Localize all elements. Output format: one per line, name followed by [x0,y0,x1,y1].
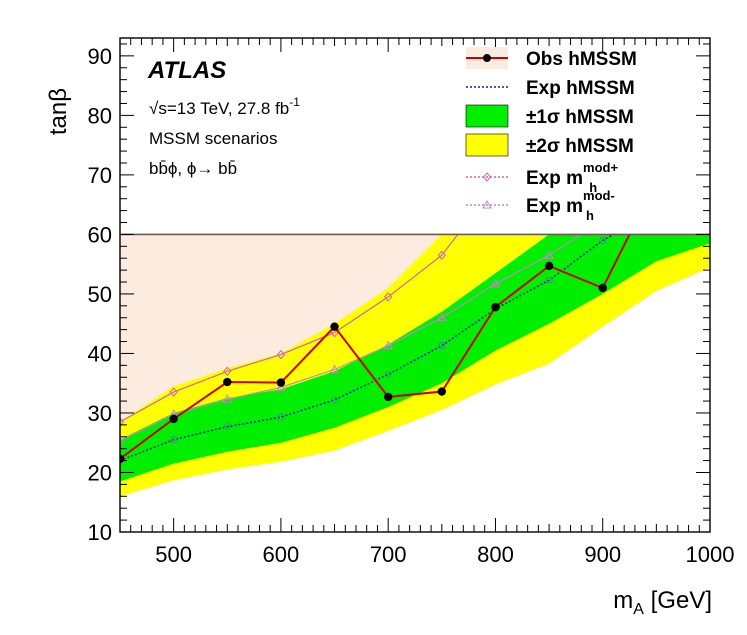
exp-mhmod-minus-line-marker [383,340,394,350]
exp-mhmod-minus-line-marker [544,250,554,259]
legend: Obs hMSSM Exp hMSSM ±1σ hMSSM ±2σ hMSSM Exp … [465,47,637,223]
legend-band-swatch [465,133,509,157]
x-tick-label: 700 [370,542,407,567]
exp-mhmod-minus-line-marker [276,382,286,391]
y-tick-label: 20 [88,460,112,485]
x-tick-label: 800 [477,542,514,567]
exp-mhmod-minus-line-marker [329,364,340,374]
obs-hmssm-point [437,387,447,396]
exp-mhmod-plus-line-marker [276,349,286,360]
legend-entry: Exp mmod+ h [466,160,618,195]
energy-text: √s=13 TeV, 27.8 fb [149,99,289,118]
legend-label: ±1σ hMSSM [526,107,634,128]
obs-hmssm-point [383,392,393,402]
exp-mhmod-minus-line-marker [120,435,125,445]
exp-mhmod-plus-line-marker [169,387,178,397]
scenario-label: MSSM scenarios [149,129,277,148]
legend-entry: Obs hMSSM [466,47,637,70]
exp-hmssm-marker [277,413,285,421]
exp-hmssm-marker [545,276,553,284]
obs-hmssm-point [223,377,232,387]
legend-label: ±2σ hMSSM [526,136,634,157]
process-label: bb̄ϕ, ϕ→ bb̄ [149,159,237,178]
x-axis-title: mA [GeV] [613,587,712,618]
legend-label: Exp mmod-h [526,188,615,223]
x-tick-label: 900 [584,542,621,567]
exp-mhmod-minus-line-marker [222,394,233,403]
legend-label: Exp hMSSM [526,78,635,99]
obs-hmssm-point [169,414,178,424]
y-tick-label: 40 [88,341,112,366]
exp-mhmod-minus-line-marker [436,312,447,322]
y-tick-label: 70 [88,163,112,188]
exp-hmssm-marker [223,423,231,431]
exp-hmssm-marker [331,396,338,404]
axes: 500 600 700 800 900 1000 10 20 30 40 50 60 70 80 90 [88,37,735,567]
legend-band-swatch [465,104,509,128]
exp-mhmod-plus-line [120,234,459,423]
exp-mhmod-plus-line-marker [223,366,232,377]
y-tick-label: 30 [88,401,112,426]
exp-mhmod-plus-line-marker [437,250,446,261]
legend-label: Obs hMSSM [526,49,637,70]
exp-hmssm-marker [438,342,446,350]
energy-annotation: √s=13 TeV, 27.8 fb-1 [149,95,300,118]
obs-hmssm-point [330,322,339,331]
legend-entry: Exp mmod-h [466,188,615,223]
exp-mhmod-minus-line [120,233,582,442]
legend-mod-marker [482,172,492,182]
legend-entry: Exp hMSSM [466,78,635,99]
exp-hmssm-marker [599,236,607,244]
y-tick-label: 80 [88,103,112,128]
plot-frame [119,37,711,533]
obs-hmssm-point [276,378,286,387]
x-tick-label: 500 [155,542,192,567]
exp-mhmod-minus-line-marker [490,278,501,288]
legend-entry: ±1σ hMSSM [465,104,634,128]
x-tick-label: 600 [263,542,300,567]
y-tick-label: 10 [88,520,112,545]
y-tick-label: 50 [88,282,112,307]
exp-hmssm-marker [384,370,392,378]
exp-hmssm-marker [170,436,178,444]
obs-hmssm-point [544,261,554,271]
exp-mhmod-plus-line-marker [384,292,393,302]
y-tick-label: 60 [88,222,112,247]
plot-content [120,38,710,497]
legend-mod-marker [482,199,492,209]
legend-entry: ±2σ hMSSM [465,133,634,157]
region-above-limit [120,38,710,235]
obs-hmssm-point [598,283,607,293]
plot-area [120,38,710,497]
legend-obs-marker [483,54,491,62]
obs-hmssm-point [491,302,500,312]
x-tick-label: 1000 [686,542,735,567]
experiment-label: ATLAS [147,57,226,84]
y-tick-label: 90 [88,44,112,69]
exp-mhmod-plus-line-marker [120,417,125,427]
legend-label: Exp mmod+ h [526,160,618,195]
energy-superscript: -1 [289,95,300,109]
y-axis-title: tanβ [45,88,72,135]
svg-text:√s=13 TeV, 27.8 fb-1: √s=13 TeV, 27.8 fb-1 [149,95,300,118]
